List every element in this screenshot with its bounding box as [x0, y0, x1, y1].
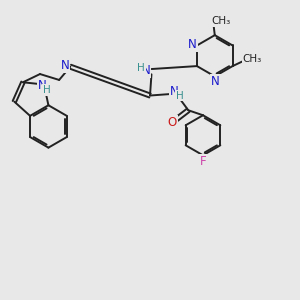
Text: F: F — [200, 155, 206, 168]
Text: N: N — [211, 75, 220, 88]
Text: O: O — [167, 116, 177, 128]
Text: CH₃: CH₃ — [242, 54, 262, 64]
Text: H: H — [43, 85, 51, 95]
Text: N: N — [142, 64, 151, 77]
Text: N: N — [38, 79, 47, 92]
Text: H: H — [176, 91, 184, 100]
Text: H: H — [137, 63, 145, 74]
Text: CH₃: CH₃ — [211, 16, 230, 26]
Text: N: N — [188, 38, 197, 51]
Text: N: N — [61, 59, 69, 72]
Text: N: N — [170, 85, 179, 98]
